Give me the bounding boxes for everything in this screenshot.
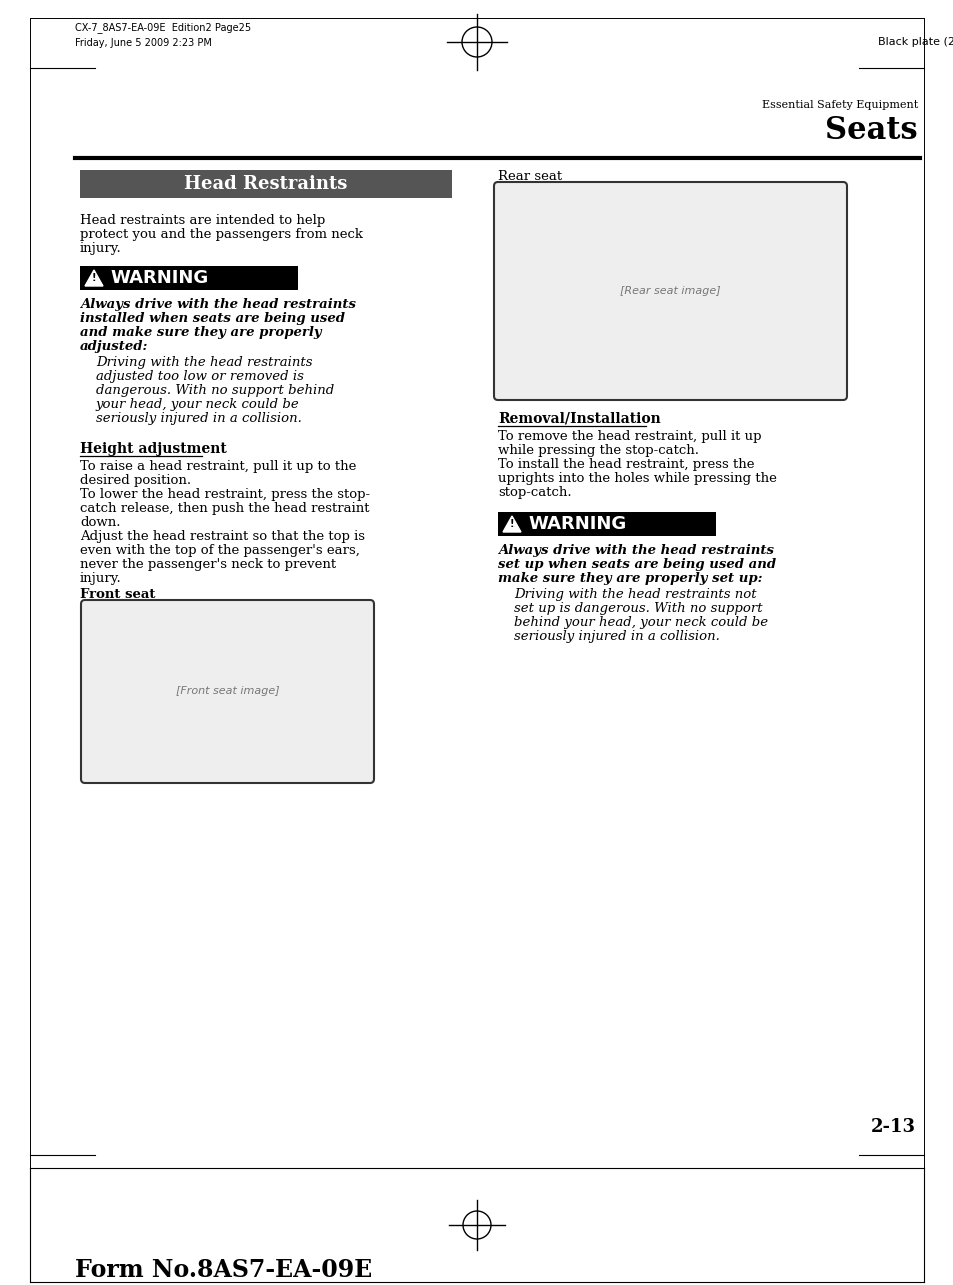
- FancyBboxPatch shape: [497, 511, 716, 536]
- FancyBboxPatch shape: [81, 600, 374, 783]
- Text: set up when seats are being used and: set up when seats are being used and: [497, 558, 776, 571]
- Text: injury.: injury.: [80, 572, 122, 585]
- FancyBboxPatch shape: [494, 182, 846, 400]
- Text: Rear seat: Rear seat: [497, 170, 561, 182]
- Text: Always drive with the head restraints: Always drive with the head restraints: [497, 544, 773, 556]
- Text: Front seat: Front seat: [80, 589, 155, 601]
- Text: Driving with the head restraints: Driving with the head restraints: [96, 356, 313, 369]
- Text: Adjust the head restraint so that the top is: Adjust the head restraint so that the to…: [80, 529, 365, 544]
- Text: make sure they are properly set up:: make sure they are properly set up:: [497, 572, 761, 585]
- Text: WARNING: WARNING: [527, 515, 625, 533]
- Text: Head restraints are intended to help: Head restraints are intended to help: [80, 215, 325, 227]
- Text: 2-13: 2-13: [870, 1118, 915, 1136]
- Text: To raise a head restraint, pull it up to the: To raise a head restraint, pull it up to…: [80, 460, 356, 473]
- Text: Friday, June 5 2009 2:23 PM: Friday, June 5 2009 2:23 PM: [75, 39, 212, 48]
- Text: protect you and the passengers from neck: protect you and the passengers from neck: [80, 227, 363, 242]
- Text: dangerous. With no support behind: dangerous. With no support behind: [96, 384, 334, 397]
- Text: [Rear seat image]: [Rear seat image]: [619, 287, 720, 296]
- Text: Essential Safety Equipment: Essential Safety Equipment: [760, 100, 917, 111]
- FancyBboxPatch shape: [80, 170, 452, 198]
- Text: Removal/Installation: Removal/Installation: [497, 412, 660, 427]
- Text: To lower the head restraint, press the stop-: To lower the head restraint, press the s…: [80, 488, 370, 501]
- Text: adjusted:: adjusted:: [80, 341, 149, 353]
- Text: !: !: [91, 272, 96, 283]
- Text: behind your head, your neck could be: behind your head, your neck could be: [514, 616, 767, 628]
- Text: Black plate (25,1): Black plate (25,1): [877, 37, 953, 48]
- Text: stop-catch.: stop-catch.: [497, 486, 571, 499]
- FancyBboxPatch shape: [80, 266, 297, 290]
- Text: Form No.8AS7-EA-09E: Form No.8AS7-EA-09E: [75, 1258, 372, 1282]
- Text: and make sure they are properly: and make sure they are properly: [80, 326, 321, 339]
- Text: while pressing the stop-catch.: while pressing the stop-catch.: [497, 445, 699, 457]
- Text: WARNING: WARNING: [110, 269, 208, 287]
- Text: seriously injured in a collision.: seriously injured in a collision.: [96, 412, 301, 425]
- Text: Height adjustment: Height adjustment: [80, 442, 227, 456]
- Text: To remove the head restraint, pull it up: To remove the head restraint, pull it up: [497, 430, 760, 443]
- Text: Seats: Seats: [824, 114, 917, 146]
- Polygon shape: [502, 517, 520, 532]
- Text: desired position.: desired position.: [80, 474, 191, 487]
- Text: !: !: [509, 519, 514, 529]
- Text: CX-7_8AS7-EA-09E  Edition2 Page25: CX-7_8AS7-EA-09E Edition2 Page25: [75, 22, 251, 33]
- Text: never the passenger's neck to prevent: never the passenger's neck to prevent: [80, 558, 335, 571]
- Text: catch release, then push the head restraint: catch release, then push the head restra…: [80, 502, 369, 515]
- Text: Head Restraints: Head Restraints: [184, 175, 347, 193]
- Text: installed when seats are being used: installed when seats are being used: [80, 312, 345, 325]
- Text: Always drive with the head restraints: Always drive with the head restraints: [80, 298, 355, 311]
- Text: uprights into the holes while pressing the: uprights into the holes while pressing t…: [497, 472, 776, 484]
- Polygon shape: [85, 270, 103, 287]
- Text: your head, your neck could be: your head, your neck could be: [96, 398, 299, 411]
- Text: Driving with the head restraints not: Driving with the head restraints not: [514, 589, 756, 601]
- Text: To install the head restraint, press the: To install the head restraint, press the: [497, 457, 754, 472]
- Text: [Front seat image]: [Front seat image]: [175, 686, 279, 696]
- Text: even with the top of the passenger's ears,: even with the top of the passenger's ear…: [80, 544, 359, 556]
- Text: injury.: injury.: [80, 242, 122, 254]
- Text: seriously injured in a collision.: seriously injured in a collision.: [514, 630, 720, 642]
- Text: set up is dangerous. With no support: set up is dangerous. With no support: [514, 601, 761, 616]
- Text: down.: down.: [80, 517, 120, 529]
- Text: adjusted too low or removed is: adjusted too low or removed is: [96, 370, 304, 383]
